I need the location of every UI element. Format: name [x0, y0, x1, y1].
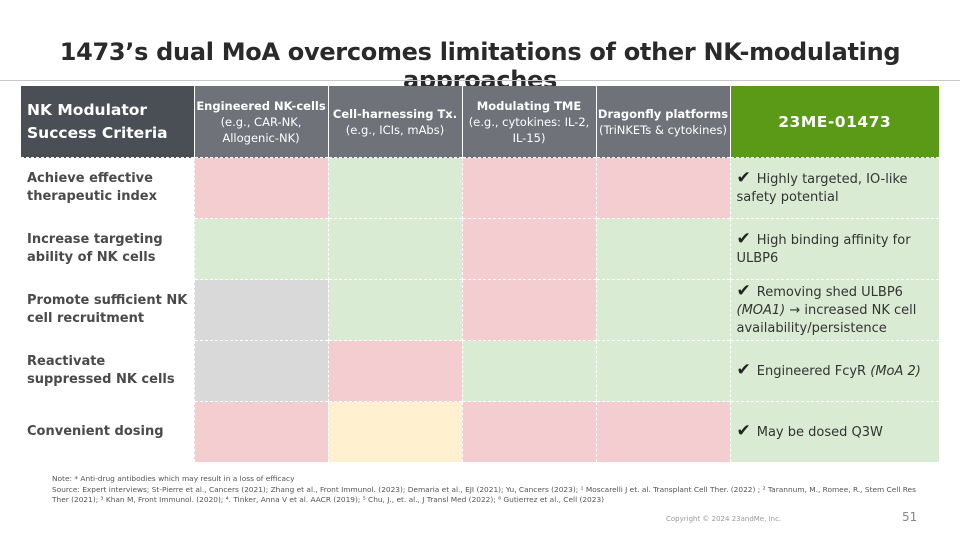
outcome-text: May be dosed Q3W	[756, 425, 883, 440]
outcome-cell: ✔ Removing shed ULBP6 (MOA1) → increased …	[729, 279, 939, 341]
criterion-label: Increase targeting ability of NK cells	[21, 218, 194, 280]
status-cell	[327, 340, 462, 402]
outcome-text-continued: → increased NK cell availability/persist…	[736, 303, 917, 336]
checkmark-icon: ✔	[736, 168, 751, 188]
outcome-text: Highly targeted, IO-like safety potentia…	[736, 172, 908, 205]
status-cell	[327, 218, 462, 280]
status-cell	[461, 340, 596, 402]
status-cell	[461, 279, 596, 341]
outcome-cell: ✔ Highly targeted, IO-like safety potenti…	[729, 157, 939, 219]
status-cell	[193, 218, 328, 280]
outcome-cell: ✔ High binding affinity for ULBP6	[729, 218, 939, 280]
comparison-table: NK Modulator Success Criteria Engineered…	[21, 86, 939, 462]
checkmark-icon: ✔	[736, 360, 751, 380]
source-line: Source: Expert interviews; St-Pierre et …	[52, 485, 932, 506]
column-header-name: Dragonfly platforms	[597, 106, 729, 121]
table-row: Convenient dosing ✔ May be dosed Q3W	[21, 401, 939, 462]
status-cell	[595, 279, 730, 341]
source-text: Expert interviews; St-Pierre et al., Can…	[52, 484, 916, 505]
outcome-moa-label: (MOA1)	[736, 303, 786, 318]
column-header-name: Cell-harnessing Tx.	[332, 106, 458, 121]
table-row: Increase targeting ability of NK cells ✔…	[21, 218, 939, 280]
checkmark-icon: ✔	[736, 421, 751, 441]
status-cell	[193, 340, 328, 402]
table-row: Achieve effective therapeutic index ✔ Hig…	[21, 157, 939, 219]
footnotes: Note: * Anti-drug antibodies which may r…	[52, 474, 932, 506]
column-header-name: Modulating TME	[476, 98, 582, 113]
outcome-text: High binding affinity for ULBP6	[736, 233, 911, 266]
note-label: Note:	[52, 474, 72, 483]
outcome-text: Removing shed ULBP6	[756, 285, 903, 300]
column-header-sub: (TriNKETs & cytokines)	[599, 122, 727, 137]
column-header-sub: (e.g., cytokines: IL-2, IL-15)	[468, 114, 590, 145]
page-number: 51	[902, 510, 918, 524]
status-cell	[595, 157, 730, 219]
status-cell	[193, 157, 328, 219]
status-cell	[461, 218, 596, 280]
column-header-cell-harnessing: Cell-harnessing Tx. (e.g., ICIs, mAbs)	[327, 86, 463, 158]
source-label: Source:	[52, 484, 80, 494]
table-header-row: NK Modulator Success Criteria Engineered…	[21, 86, 939, 158]
column-header-23me-01473: 23ME-01473	[730, 86, 939, 158]
column-header-name: Engineered NK-cells	[196, 98, 326, 113]
note-text: * Anti-drug antibodies which may result …	[74, 474, 295, 483]
status-cell	[595, 218, 730, 280]
column-header-modulating-tme: Modulating TME (e.g., cytokines: IL-2, I…	[461, 86, 597, 158]
column-header-sub: (e.g., ICIs, mAbs)	[345, 122, 445, 137]
copyright: Copyright © 2024 23andMe, Inc.	[666, 515, 782, 523]
status-cell	[461, 157, 596, 219]
status-cell	[595, 340, 730, 402]
column-header-dragonfly: Dragonfly platforms (TriNKETs & cytokine…	[595, 86, 731, 158]
status-cell	[461, 401, 596, 462]
criterion-label: Promote sufficient NK cell recruitment	[21, 279, 194, 341]
title-divider	[0, 80, 960, 81]
criterion-label: Achieve effective therapeutic index	[21, 157, 194, 219]
criterion-label: Reactivate suppressed NK cells	[21, 340, 194, 402]
outcome-text: Engineered FcyR	[756, 364, 867, 379]
outcome-cell: ✔ Engineered FcyR (MoA 2)	[729, 340, 939, 402]
status-cell	[327, 279, 462, 341]
outcome-moa-label: (MoA 2)	[870, 364, 921, 379]
column-header-sub: (e.g., CAR-NK, Allogenic-NK)	[220, 114, 302, 145]
status-cell	[193, 279, 328, 341]
column-header-engineered-nk: Engineered NK-cells (e.g., CAR-NK, Allog…	[193, 86, 329, 158]
status-cell	[327, 157, 462, 219]
status-cell	[595, 401, 730, 462]
note-line: Note: * Anti-drug antibodies which may r…	[52, 474, 932, 485]
criterion-label: Convenient dosing	[21, 401, 194, 462]
criteria-header: NK Modulator Success Criteria	[21, 86, 194, 158]
status-cell	[327, 401, 462, 462]
table-row: Reactivate suppressed NK cells ✔ Engineer…	[21, 340, 939, 402]
checkmark-icon: ✔	[736, 229, 751, 249]
status-cell	[193, 401, 328, 462]
checkmark-icon: ✔	[736, 281, 751, 301]
table-row: Promote sufficient NK cell recruitment ✔…	[21, 279, 939, 341]
outcome-cell: ✔ May be dosed Q3W	[729, 401, 939, 462]
